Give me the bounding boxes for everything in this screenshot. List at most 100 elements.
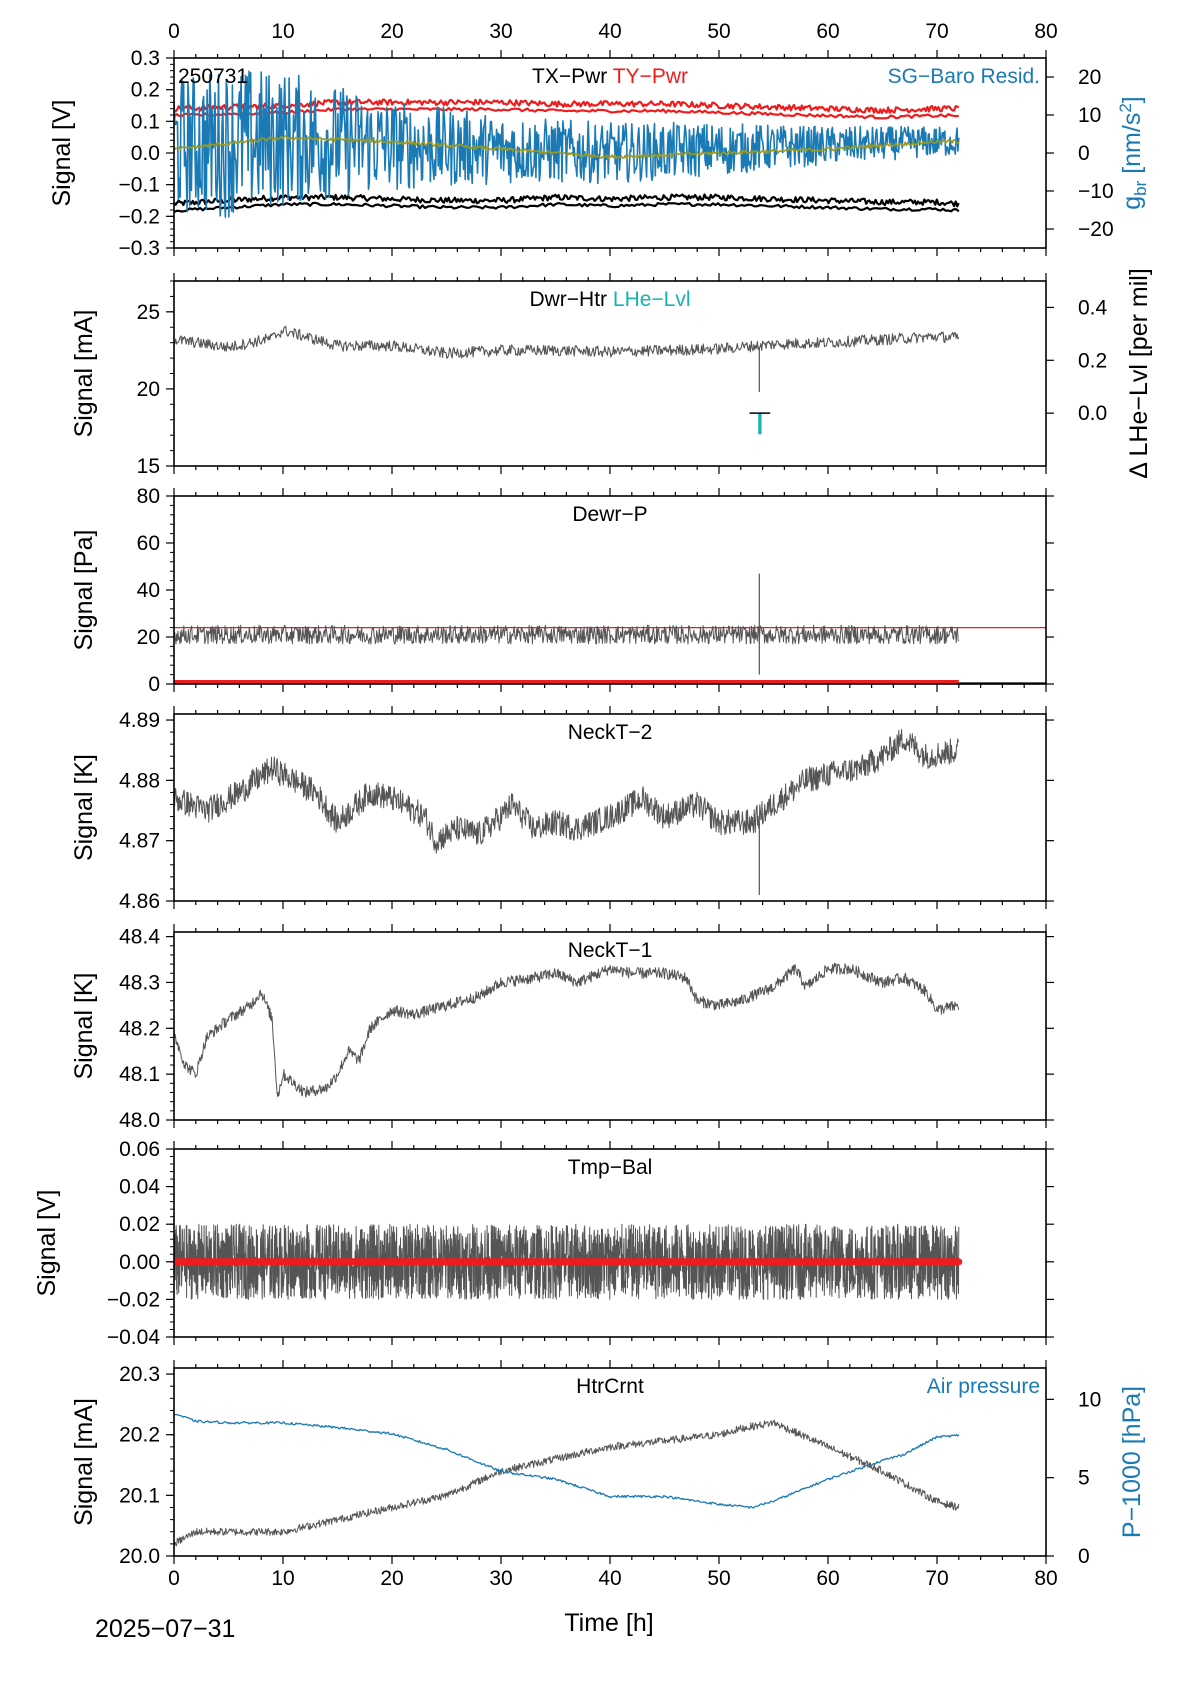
y2-tick-label: 5 (1078, 1467, 1090, 1490)
y-axis-label: Signal [K] (70, 972, 98, 1079)
panel-title: NeckT−2 (568, 721, 653, 744)
panel-neckt-1: 48.0 48.1 48.2 48.3 48.4 Signal [K] NeckT−1 (70, 924, 1054, 1132)
y-tick-label: 0.06 (119, 1138, 160, 1161)
y-tick-label: 20.2 (119, 1424, 160, 1447)
y2-tick-label: 0.4 (1078, 296, 1108, 319)
y-tick-label: 4.88 (119, 769, 160, 792)
panel-stamp: 250731 (178, 65, 248, 88)
series-aux-3 (174, 135, 960, 160)
panel-title-part: NeckT−2 (568, 721, 653, 744)
series-neckt-2 (174, 728, 960, 854)
panel-htrcrnt: 20.0 20.1 20.2 20.3 Signal [mA] 0 5 10 P−1000 [h… (70, 1360, 1146, 1568)
panel-title-part: Tmp−Bal (568, 1156, 653, 1179)
y-tick-label: −0.3 (119, 237, 160, 260)
y-tick-label: 0 (148, 673, 160, 696)
panel-title: Dwr−Htr LHe−Lvl (529, 288, 690, 311)
x-axis-label: Time [h] (564, 1609, 653, 1637)
y-tick-label: 0.1 (131, 110, 160, 133)
x-tick-label-bottom: 30 (489, 1567, 512, 1590)
panel-traces (174, 728, 960, 895)
panel-corner-label: Air pressure (927, 1375, 1040, 1398)
y-tick-label: 48.0 (119, 1109, 160, 1132)
series-tmp-bal (174, 1223, 960, 1300)
y2-axis-label: gbr [nm/s2] (1116, 96, 1150, 210)
x-tick-label-top: 10 (271, 20, 294, 43)
panel-title: TX−Pwr TY−Pwr (532, 65, 688, 88)
panel-traces (174, 70, 960, 218)
y2-axis-label: Δ LHe−Lvl [per mil] (1125, 268, 1153, 479)
y-tick-label: 0.04 (119, 1176, 160, 1199)
y-tick-label: 60 (137, 532, 160, 555)
panel-title: Tmp−Bal (568, 1156, 653, 1179)
panel-neckt-2: 4.86 4.87 4.88 4.89 Signal [K] NeckT−2 (70, 706, 1054, 913)
panel-title-part: LHe−Lvl (607, 288, 690, 311)
series-dewr-p (174, 624, 960, 645)
x-tick-label-top: 80 (1034, 20, 1057, 43)
y2-axis-label: P−1000 [hPa] (1118, 1386, 1146, 1538)
series-neckt-1 (174, 962, 960, 1098)
y2-tick-label: 0.0 (1078, 402, 1107, 425)
x-tick-label-top: 20 (380, 20, 403, 43)
panel-title: Dewr−P (572, 503, 647, 526)
y2-tick-label: −20 (1078, 218, 1114, 241)
y-axis-label: Signal [K] (70, 754, 98, 861)
y-tick-label: 48.1 (119, 1063, 160, 1086)
series-air-pressure (174, 1413, 960, 1509)
y-tick-label: 25 (137, 301, 160, 324)
series-sg-baro-resid- (174, 70, 960, 218)
y-tick-label: 80 (137, 485, 160, 508)
panel-tx-ty: −0.3 −0.2 −0.1 0.0 0.1 0.2 0.3 Signal [V] −20 −10… (48, 47, 1150, 260)
y2-tick-label: −10 (1078, 180, 1114, 203)
panel-title-part: HtrCrnt (576, 1375, 644, 1398)
panel-title-part: TX−Pwr (532, 65, 607, 88)
y-tick-label: 20.0 (119, 1545, 160, 1568)
y-tick-label: 4.87 (119, 830, 160, 853)
series-htrcrnt (174, 1419, 960, 1547)
y-tick-label: 20.3 (119, 1363, 160, 1386)
y-tick-label: 48.4 (119, 926, 160, 949)
x-tick-label-bottom: 40 (598, 1567, 621, 1590)
x-tick-label-bottom: 50 (707, 1567, 730, 1590)
series-ty-pwr-lower (174, 106, 959, 120)
y-axis-label: Signal [Pa] (70, 530, 98, 651)
panel-dewr-p: 0 20 40 60 80 Signal [Pa] Dewr−P (70, 485, 1054, 696)
y-tick-label: 20 (137, 378, 160, 401)
text-layer: 2025−07−31 Time [h] (95, 1609, 654, 1643)
series-lhe-lvl (758, 413, 762, 435)
y-tick-label: 0.2 (131, 79, 160, 102)
panel-corner-label: SG−Baro Resid. (888, 65, 1040, 88)
y-tick-label: 4.89 (119, 709, 160, 732)
y-tick-label: 48.2 (119, 1017, 160, 1040)
y-axis-label: Signal [V] (48, 99, 76, 206)
panel-title-part: Dewr−P (572, 503, 647, 526)
x-tick-label-bottom: 0 (168, 1567, 180, 1590)
y-tick-label: 4.86 (119, 890, 160, 913)
panel-tmp-bal: −0.04 −0.02 0.00 0.02 0.04 0.06 Signal [V] Tmp−… (33, 1138, 1054, 1349)
panel-traces (174, 962, 960, 1098)
y2-tick-label: 20 (1078, 66, 1101, 89)
x-tick-label-top: 50 (707, 20, 730, 43)
series-tx-pwr (174, 193, 960, 208)
panel-dwr-htr: 15 20 25 Signal [mA] 0.0 0.2 0.4 Δ LHe−Lvl [per… (70, 268, 1153, 479)
x-tick-label-top: 30 (489, 20, 512, 43)
y2-tick-label: 10 (1078, 1388, 1101, 1411)
x-tick-label-top: 70 (925, 20, 948, 43)
y-tick-label: −0.02 (107, 1288, 160, 1311)
panel-title-part: Dwr−Htr (529, 288, 607, 311)
y2-tick-label: 0 (1078, 142, 1090, 165)
x-tick-label-top: 40 (598, 20, 621, 43)
date-label: 2025−07−31 (95, 1615, 235, 1643)
y-tick-label: 20 (137, 626, 160, 649)
panel-traces (174, 1223, 963, 1300)
series-ty-pwr (174, 98, 960, 115)
x-tick-label-bottom: 20 (380, 1567, 403, 1590)
x-tick-label-bottom: 80 (1034, 1567, 1057, 1590)
x-tick-label-top: 60 (816, 20, 839, 43)
x-tick-label-bottom: 10 (271, 1567, 294, 1590)
x-tick-label-bottom: 60 (816, 1567, 839, 1590)
panel-title: NeckT−1 (568, 939, 653, 962)
y-tick-label: 0.0 (131, 142, 160, 165)
y-tick-label: 48.3 (119, 971, 160, 994)
y-tick-label: 40 (137, 579, 160, 602)
